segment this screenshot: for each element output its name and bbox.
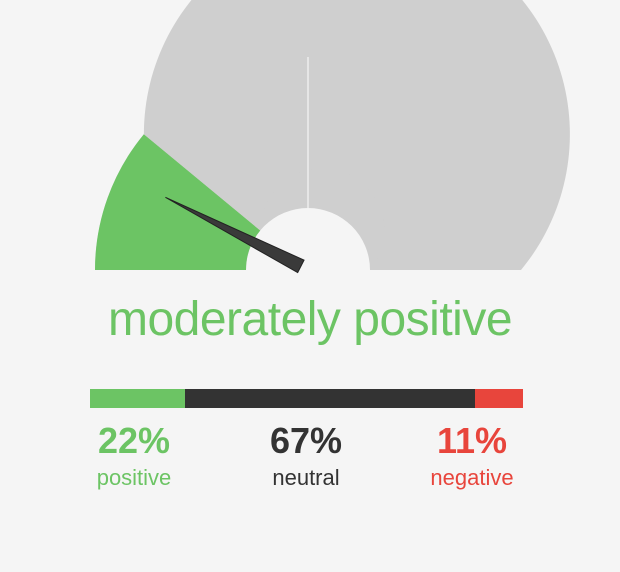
positive-percent: 22% <box>97 420 171 461</box>
gauge-zone-neutral <box>143 0 570 270</box>
negative-label: negative <box>430 465 514 490</box>
positive-bar-segment <box>90 389 186 408</box>
sentiment-distribution-bar <box>90 389 523 408</box>
sentiment-gauge <box>95 0 570 274</box>
sentiment-verdict: moderately positive <box>107 293 513 346</box>
positive-stat: 22% positive <box>90 418 178 492</box>
neutral-percent: 67% <box>269 420 343 461</box>
neutral-bar-segment <box>185 389 476 408</box>
negative-stat: 11% negative <box>420 418 524 492</box>
negative-bar-segment <box>475 389 523 408</box>
gauge-needle <box>165 196 305 274</box>
positive-label: positive <box>96 465 172 490</box>
gauge-zone-positive <box>95 134 261 270</box>
neutral-label: neutral <box>272 465 340 490</box>
neutral-stat: 67% neutral <box>246 418 366 492</box>
negative-percent: 11% <box>436 420 508 461</box>
